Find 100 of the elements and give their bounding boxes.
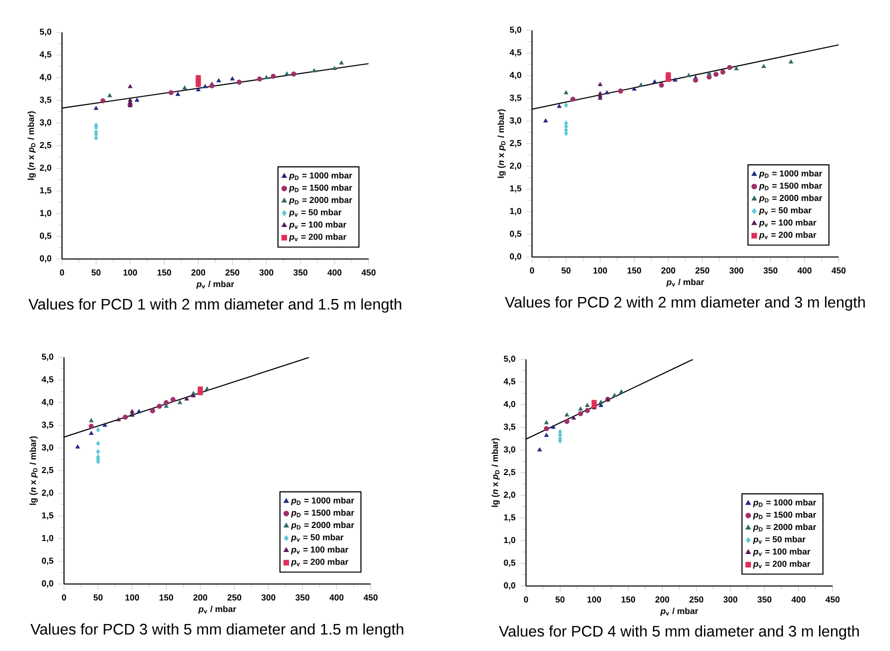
x-tick-label: 150 [628,267,642,274]
y-tick-label: 0,5 [42,558,54,566]
legend-label: p$_{D}$ = 1000 mbar [288,172,352,180]
y-tick-label: 1,0 [510,208,522,216]
legend-label: p$_{v}$ = 200 mbar [290,558,348,567]
text: Values for PCD 1 with 2 mm diameter and 1.5 m length [28,298,402,313]
y-tick-label: 1,0 [42,534,54,542]
y-tick-label: 1,5 [510,185,522,193]
y-tick-label: 0,0 [42,580,54,588]
y-tick-label: 5,0 [504,356,516,364]
y-tick-label: 0,5 [40,232,52,240]
x-tick-label: 300 [259,269,274,276]
legend-label: p$_{v}$ = 200 mbar [288,234,346,242]
y-tick-label: 2,5 [40,142,52,150]
x-tick-label: 450 [362,269,376,276]
x-tick-label: 250 [227,594,242,601]
x-tick-label: 100 [587,596,602,603]
text: Values for PCD 3 with 5 mm diameter and 1.5 m length [30,623,404,638]
legend-label: p$_{D}$ = 1000 mbar [758,170,822,178]
y-tick-label: 2,5 [510,140,522,148]
x-tick-label: 0 [62,594,66,601]
x-tick-label: 250 [695,267,710,274]
x-tick-label: 50 [562,267,571,274]
y-tick-label: 5,0 [42,354,54,362]
y-tick-label: 4,0 [510,72,522,80]
y-axis-title: lg (n x p$_{D}$ / mbar) [28,111,36,180]
x-tick-label: 50 [556,596,565,603]
y-tick-label: 3,0 [510,117,522,125]
x-axis-title: p$_{v}$ / mbar [660,608,698,616]
y-tick-label: 0,0 [40,255,52,263]
y-tick-label: 4,5 [510,49,522,57]
y-tick-label: 4,0 [504,400,516,408]
legend-label: p$_{v}$ = 100 mbar [288,221,346,230]
y-tick-label: 2,0 [40,164,52,172]
x-tick-label: 200 [655,596,670,603]
legend-label: p$_{v}$ = 200 mbar [758,232,816,240]
legend-label: p$_{v}$ = 50 mbar [290,534,344,542]
legend-label: p$_{D}$ = 1500 mbar [288,184,352,192]
x-tick-label: 250 [689,596,704,603]
x-tick-label: 400 [327,269,342,276]
y-tick-label: 1,5 [504,514,516,522]
y-tick-label: 0,5 [510,230,522,238]
legend-label: p$_{D}$ = 2000 mbar [290,522,354,530]
legend-label: p$_{v}$ = 100 mbar [290,546,348,554]
legend-label: p$_{D}$ = 1500 mbar [758,182,822,190]
x-tick-label: 150 [160,594,174,601]
y-tick-label: 2,0 [42,490,54,498]
y-tick-label: 4,5 [40,51,52,59]
y-tick-label: 4,5 [42,376,54,384]
y-tick-label: 2,0 [510,162,522,170]
x-tick-label: 100 [125,594,140,601]
y-tick-label: 0,5 [504,560,516,568]
legend-label: p$_{v}$ = 100 mbar [758,219,816,228]
x-tick-label: 0 [524,596,528,603]
y-tick-label: 4,0 [40,74,52,82]
x-tick-label: 50 [92,269,101,276]
x-tick-label: 350 [758,596,772,603]
y-tick-label: 3,5 [504,424,516,432]
y-axis-title: lg (n x p$_{D}$ / mbar) [492,438,500,507]
legend-label: p$_{D}$ = 2000 mbar [752,524,816,532]
y-tick-label: 0,0 [510,253,522,261]
legend-label: p$_{v}$ = 50 mbar [288,208,342,218]
y-tick-label: 2,0 [504,492,516,500]
y-tick-label: 2,5 [504,468,516,476]
x-tick-label: 50 [94,594,103,601]
y-tick-label: 4,0 [42,398,54,406]
x-tick-label: 300 [261,594,276,601]
legend-label: p$_{v}$ = 100 mbar [752,548,810,556]
x-tick-label: 350 [294,269,308,276]
x-tick-label: 100 [123,269,138,276]
legend-label: p$_{D}$ = 2000 mbar [758,194,822,203]
x-axis-title: p$_{v}$ / mbar [198,606,236,614]
x-tick-label: 300 [723,596,738,603]
legend-label: p$_{v}$ = 50 mbar [758,206,812,216]
y-tick-label: 0,0 [504,582,516,590]
legend-label: p$_{v}$ = 200 mbar [752,560,810,569]
y-tick-label: 1,0 [40,210,52,218]
x-tick-label: 350 [764,267,778,274]
y-tick-label: 3,0 [40,119,52,127]
x-tick-label: 200 [191,269,206,276]
x-tick-label: 150 [622,596,636,603]
x-tick-label: 450 [364,594,378,601]
y-axis-title: lg (n x p$_{D}$ / mbar) [30,436,38,505]
y-tick-label: 3,0 [504,446,516,454]
x-tick-label: 100 [593,267,608,274]
legend-label: p$_{D}$ = 1500 mbar [752,511,816,520]
x-tick-label: 200 [193,594,208,601]
x-tick-label: 200 [661,267,676,274]
x-tick-label: 150 [158,269,172,276]
x-tick-label: 250 [225,269,240,276]
legend-label: p$_{D}$ = 1000 mbar [752,499,816,508]
x-tick-label: 450 [826,596,840,603]
x-axis-title: p$_{v}$ / mbar [666,278,704,287]
y-tick-label: 1,0 [504,536,516,544]
y-tick-label: 5,0 [510,26,522,34]
text: Values for PCD 2 with 2 mm diameter and 3 m length [504,296,865,311]
y-tick-label: 2,5 [42,466,54,474]
y-tick-label: 3,5 [42,422,54,430]
x-tick-label: 0 [60,269,64,276]
legend-label: p$_{D}$ = 1500 mbar [290,509,354,518]
